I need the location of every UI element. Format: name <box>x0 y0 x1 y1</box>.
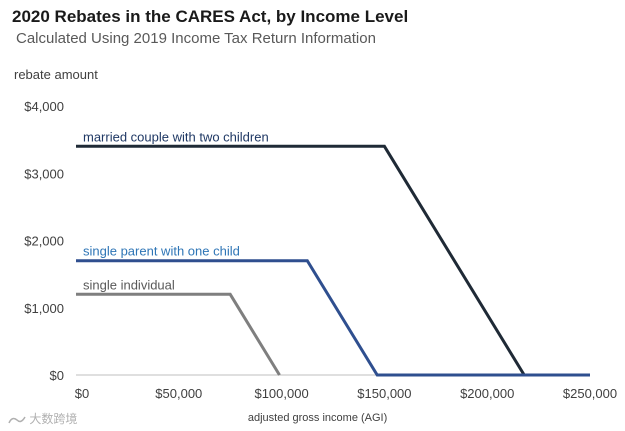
y-tick-label: $0 <box>50 368 64 383</box>
y-tick-label: $3,000 <box>24 166 64 181</box>
chart-title: 2020 Rebates in the CARES Act, by Income… <box>12 7 409 26</box>
x-tick-label: $150,000 <box>357 386 411 401</box>
x-tick-label: $0 <box>75 386 89 401</box>
x-tick-label: $50,000 <box>155 386 202 401</box>
watermark: 大数跨境 <box>8 410 77 427</box>
x-tick-label: $200,000 <box>460 386 514 401</box>
x-tick-label: $250,000 <box>563 386 617 401</box>
y-tick-label: $2,000 <box>24 234 64 249</box>
series-line <box>76 259 590 377</box>
series-label: single parent with one child <box>83 244 240 259</box>
y-axis-label: rebate amount <box>14 67 98 82</box>
watermark-text: 大数跨境 <box>29 412 78 426</box>
y-tick-label: $4,000 <box>24 99 64 114</box>
series-label: married couple with two children <box>83 129 269 144</box>
series-line <box>76 292 281 376</box>
x-axis-label: adjusted gross income (AGI) <box>248 412 387 424</box>
series-label: single individual <box>83 277 175 292</box>
chart-subtitle: Calculated Using 2019 Income Tax Return … <box>16 30 376 47</box>
y-tick-label: $1,000 <box>24 301 64 316</box>
x-tick-label: $100,000 <box>254 386 308 401</box>
brand-logo-icon <box>8 416 26 424</box>
